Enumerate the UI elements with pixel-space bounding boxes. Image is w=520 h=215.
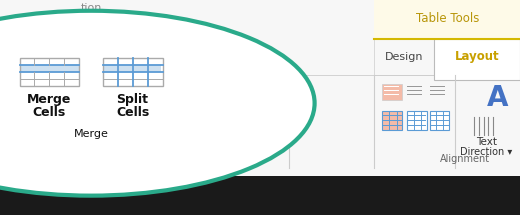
Text: View: View	[219, 52, 244, 62]
Text: Text: Text	[476, 137, 497, 147]
Circle shape	[0, 11, 315, 196]
Bar	[384, 90, 399, 91]
Bar	[430, 86, 445, 87]
FancyBboxPatch shape	[430, 111, 449, 130]
Text: Distribute Rows: Distribute Rows	[205, 87, 288, 97]
Text: A: A	[487, 84, 509, 112]
Bar	[407, 86, 422, 87]
Bar	[181, 115, 201, 128]
FancyBboxPatch shape	[382, 84, 402, 100]
FancyBboxPatch shape	[382, 111, 402, 130]
Bar	[119, 65, 132, 72]
Text: Table Tools: Table Tools	[415, 12, 479, 25]
FancyBboxPatch shape	[140, 0, 520, 176]
Text: Cells: Cells	[33, 106, 66, 119]
FancyBboxPatch shape	[374, 39, 434, 75]
Bar	[181, 86, 201, 98]
Text: Distribute Columns: Distribute Columns	[205, 117, 306, 126]
Bar	[149, 65, 162, 72]
FancyBboxPatch shape	[145, 113, 156, 132]
Text: Direction ▾: Direction ▾	[460, 147, 512, 157]
Text: tion: tion	[80, 3, 102, 12]
Bar	[430, 94, 445, 95]
Bar	[407, 94, 422, 95]
Bar	[384, 94, 399, 95]
Bar	[103, 58, 162, 86]
Bar	[134, 65, 147, 72]
Bar	[384, 86, 399, 87]
FancyBboxPatch shape	[407, 111, 427, 130]
Text: Help: Help	[244, 52, 268, 62]
Text: Cell Size: Cell Size	[192, 154, 234, 164]
Text: Layout: Layout	[455, 51, 500, 63]
FancyBboxPatch shape	[145, 83, 156, 102]
Text: ▲: ▲	[148, 116, 152, 121]
Text: ▼: ▼	[148, 94, 152, 99]
Bar	[104, 65, 116, 72]
FancyBboxPatch shape	[434, 39, 520, 80]
FancyBboxPatch shape	[374, 0, 520, 39]
Text: ▲: ▲	[148, 86, 152, 91]
Text: ▼: ▼	[148, 124, 152, 129]
Text: Review: Review	[187, 52, 224, 62]
Bar	[430, 90, 445, 91]
Text: Merge: Merge	[73, 129, 109, 139]
Text: Merge: Merge	[27, 94, 72, 106]
Bar	[20, 65, 79, 72]
Text: Design: Design	[385, 52, 424, 62]
Text: Cells: Cells	[116, 106, 149, 119]
Bar	[20, 58, 79, 86]
FancyBboxPatch shape	[0, 0, 156, 176]
Text: Alignment: Alignment	[440, 154, 490, 164]
Text: Split: Split	[116, 94, 149, 106]
Text: w: w	[165, 52, 173, 62]
Bar	[407, 90, 422, 91]
FancyBboxPatch shape	[0, 176, 520, 215]
